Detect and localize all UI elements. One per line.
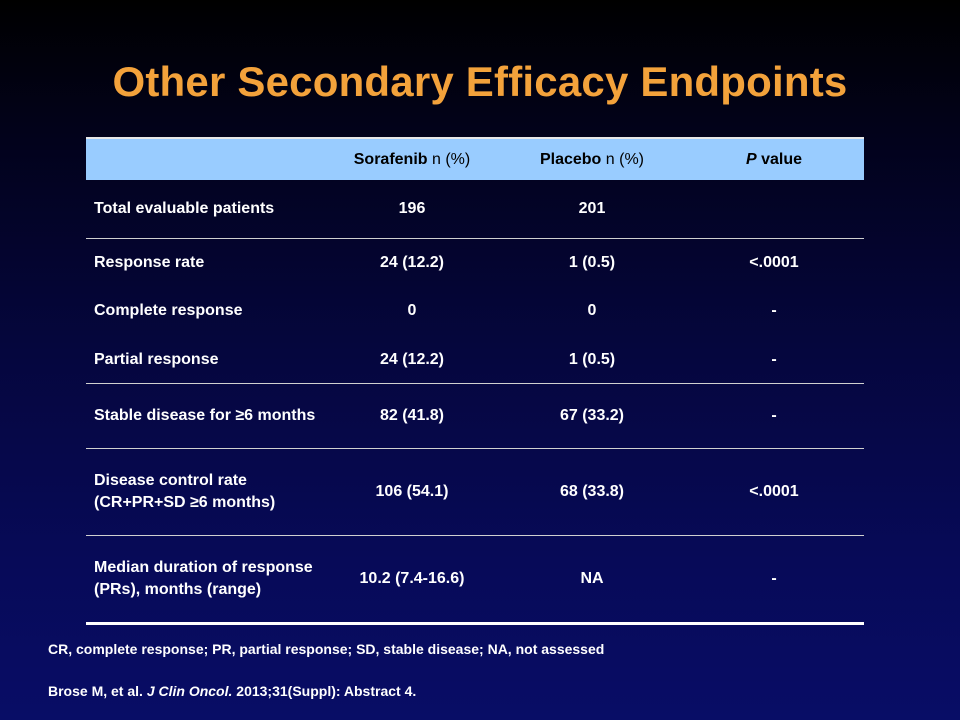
row-p-value: - [684, 336, 864, 384]
row-label: Response rate [94, 253, 205, 271]
reference: Brose M, et al. J Clin Oncol. 2013;31(Su… [48, 683, 416, 699]
table-row: Disease control rate (CR+PR+SD ≥6 months… [86, 448, 864, 536]
slide-title: Other Secondary Efficacy Endpoints [112, 58, 848, 105]
row-label: Total evaluable patients [86, 180, 324, 239]
row-placebo: 1 (0.5) [500, 336, 684, 384]
header-sorafenib-unit: n (%) [432, 150, 471, 168]
row-placebo: 0 [587, 302, 597, 319]
row-sorafenib: 82 (41.8) [324, 383, 500, 449]
row-sorafenib: 196 [324, 180, 500, 239]
table-row: Total evaluable patients 196 201 [86, 180, 864, 239]
table-header-row: Sorafenib n (%) Placebo n (%) P value [86, 137, 864, 180]
header-placebo: Placebo n (%) [500, 137, 684, 180]
header-p-rest: value [761, 150, 803, 168]
row-sorafenib: 24 (12.2) [324, 336, 500, 384]
row-p-value: - [684, 535, 864, 625]
row-p-value: - [771, 302, 777, 319]
row-placebo: 1 (0.5) [568, 253, 616, 271]
row-label: Stable disease for ≥6 months [86, 383, 324, 449]
row-sorafenib: 106 (54.1) [324, 448, 500, 536]
endpoints-table-container: Sorafenib n (%) Placebo n (%) P value To… [86, 137, 864, 625]
row-placebo: 201 [500, 180, 684, 239]
row-label: Median duration of response (PRs), month… [86, 535, 324, 625]
row-placebo: 67 (33.2) [500, 383, 684, 449]
header-placebo-label: Placebo [539, 150, 602, 168]
header-endpoint [86, 137, 324, 180]
table-row: Partial response 24 (12.2) 1 (0.5) - [86, 336, 864, 384]
reference-journal: J Clin Oncol. [146, 683, 233, 699]
row-label: Complete response [94, 302, 243, 319]
row-p-value: - [684, 383, 864, 449]
row-p-value: <.0001 [684, 448, 864, 536]
row-label: Disease control rate (CR+PR+SD ≥6 months… [86, 448, 324, 536]
header-p-italic: P [745, 150, 757, 168]
header-placebo-unit: n (%) [605, 150, 645, 168]
reference-authors: Brose M, et al. [48, 683, 143, 699]
header-p-value: P value [684, 137, 864, 180]
table-row: Stable disease for ≥6 months 82 (41.8) 6… [86, 383, 864, 449]
row-sorafenib: 10.2 (7.4-16.6) [324, 535, 500, 625]
header-sorafenib-label: Sorafenib [353, 150, 428, 168]
row-sorafenib: 24 (12.2) [379, 253, 445, 271]
table-row: Median duration of response (PRs), month… [86, 535, 864, 625]
row-p-value [684, 180, 864, 239]
endpoints-table: Sorafenib n (%) Placebo n (%) P value To… [86, 137, 864, 625]
table-row: Response rate 24 (12.2) 1 (0.5) <.0001 [86, 239, 864, 287]
footnote: CR, complete response; PR, partial respo… [48, 641, 605, 657]
header-sorafenib: Sorafenib n (%) [324, 137, 500, 180]
row-placebo: 68 (33.8) [500, 448, 684, 536]
row-p-value: <.0001 [749, 253, 799, 271]
row-placebo: NA [500, 535, 684, 625]
table-row: Complete response 0 0 - [86, 286, 864, 336]
row-label: Partial response [86, 336, 324, 384]
reference-details: 2013;31(Suppl): Abstract 4. [236, 683, 417, 699]
row-sorafenib: 0 [407, 302, 417, 319]
